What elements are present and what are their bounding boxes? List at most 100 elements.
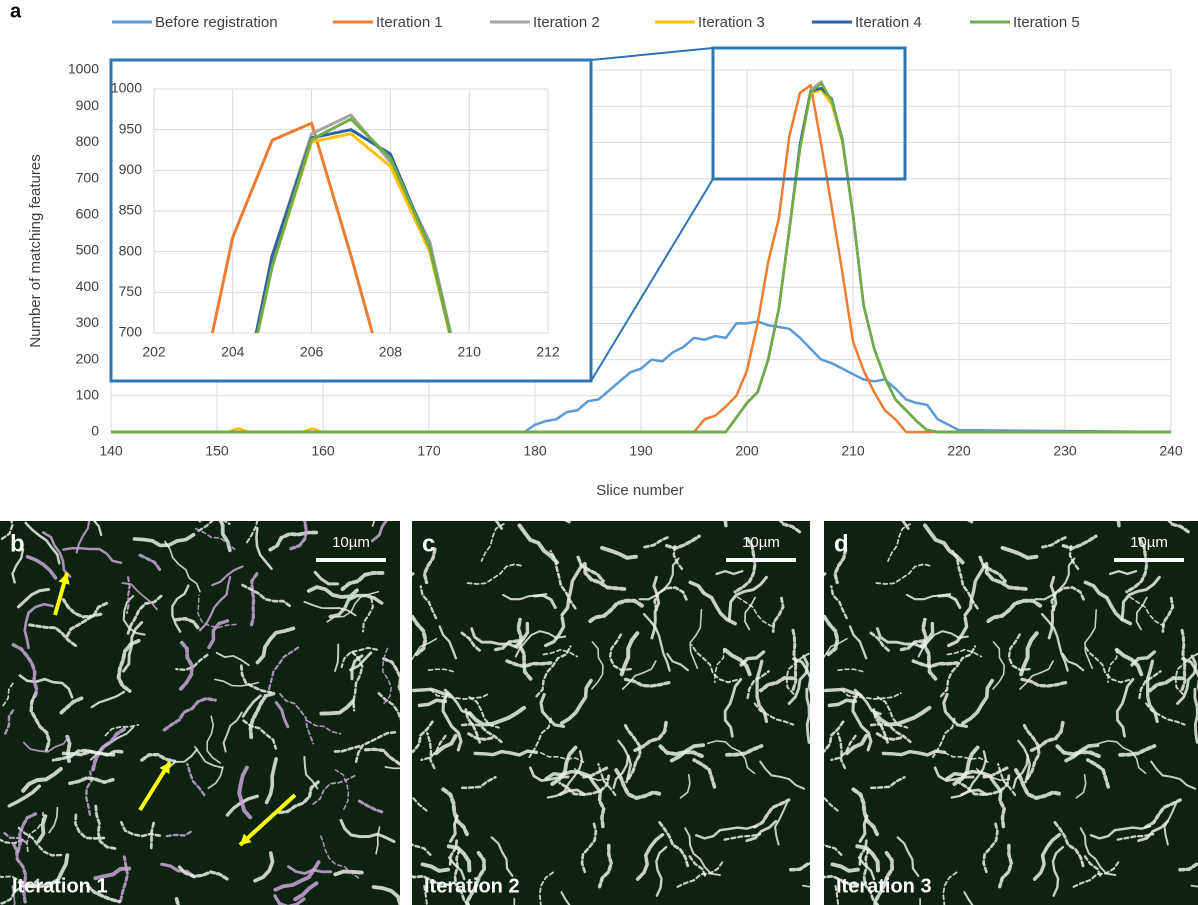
panel-label: a <box>10 0 22 22</box>
filament <box>694 824 757 840</box>
filament <box>517 523 560 565</box>
y-tick-label: 900 <box>76 97 100 113</box>
filament <box>824 687 863 697</box>
filament <box>279 693 315 745</box>
filament <box>492 639 520 652</box>
filament <box>412 796 428 812</box>
filament <box>824 720 845 753</box>
filament <box>830 734 857 762</box>
panel-caption: Iteration 2 <box>424 875 520 897</box>
filament <box>211 565 244 587</box>
filament <box>74 813 106 840</box>
filament <box>1061 652 1085 672</box>
filament <box>706 740 756 775</box>
filament <box>665 534 701 551</box>
filament <box>759 760 806 790</box>
filament <box>334 643 340 672</box>
y-tick-label: 900 <box>119 161 143 177</box>
filament <box>1047 575 1058 640</box>
zoom-box <box>711 46 907 181</box>
filament <box>1109 569 1138 576</box>
filament <box>7 784 42 808</box>
filament <box>197 521 231 532</box>
filament <box>657 820 690 868</box>
filament <box>460 631 483 654</box>
filament <box>11 643 39 701</box>
filament <box>274 701 290 729</box>
filament <box>614 768 665 801</box>
filament <box>362 597 374 633</box>
filament <box>1176 654 1198 705</box>
filament <box>727 575 768 622</box>
filament <box>1020 677 1068 688</box>
filament <box>827 698 858 708</box>
filament <box>875 732 905 741</box>
filament <box>412 843 432 856</box>
filament <box>792 657 810 694</box>
filament <box>633 720 668 753</box>
filament <box>643 535 671 549</box>
filament <box>635 832 665 881</box>
filament <box>835 668 864 673</box>
filament <box>453 848 471 905</box>
filament <box>1145 702 1186 726</box>
legend: Before registration Iteration 1 Iteration … <box>112 14 1080 31</box>
filament <box>600 545 638 560</box>
filament <box>961 678 995 726</box>
x-tick-label: 160 <box>311 443 335 459</box>
filament <box>420 734 447 762</box>
filament <box>412 637 438 661</box>
filament <box>937 593 962 610</box>
filament <box>558 774 611 797</box>
y-tick-label: 1000 <box>68 61 99 77</box>
filament <box>149 821 155 852</box>
filament <box>197 594 237 629</box>
filament <box>787 654 809 705</box>
x-tick-label: 206 <box>300 344 324 360</box>
filament <box>198 575 232 632</box>
x-tick-label: 208 <box>379 344 403 360</box>
filament <box>1137 819 1169 843</box>
filament <box>86 884 122 904</box>
filament <box>4 707 16 735</box>
filament <box>1089 824 1152 840</box>
filament <box>412 720 434 754</box>
filament <box>966 521 974 524</box>
filament <box>61 598 103 619</box>
filament <box>328 593 384 619</box>
filament <box>287 865 333 875</box>
filament <box>120 821 161 838</box>
filament <box>1050 586 1086 612</box>
filament <box>62 547 123 564</box>
filament <box>237 765 253 820</box>
filament <box>745 819 778 843</box>
filament <box>591 641 604 690</box>
filament <box>1034 557 1076 601</box>
filament <box>318 832 360 879</box>
x-tick-label: 202 <box>142 344 166 360</box>
filament <box>982 821 999 874</box>
filament <box>752 798 791 829</box>
filament <box>1179 625 1187 691</box>
filament <box>1021 721 1041 780</box>
filament <box>186 762 206 797</box>
filament <box>2 680 15 707</box>
filament <box>27 623 78 648</box>
filament <box>789 861 810 872</box>
filament <box>539 692 566 728</box>
filament <box>90 727 127 773</box>
filament <box>1084 609 1097 670</box>
filament <box>785 652 810 695</box>
filament <box>340 646 379 669</box>
filament <box>1083 855 1103 879</box>
filament <box>289 521 308 551</box>
filament <box>1150 760 1197 790</box>
filament <box>340 570 385 592</box>
filament <box>370 521 388 543</box>
filament <box>848 625 868 660</box>
filament <box>25 554 58 580</box>
series-group <box>111 80 1172 434</box>
filament <box>1193 687 1198 744</box>
filament <box>303 755 319 790</box>
filament <box>490 836 514 877</box>
